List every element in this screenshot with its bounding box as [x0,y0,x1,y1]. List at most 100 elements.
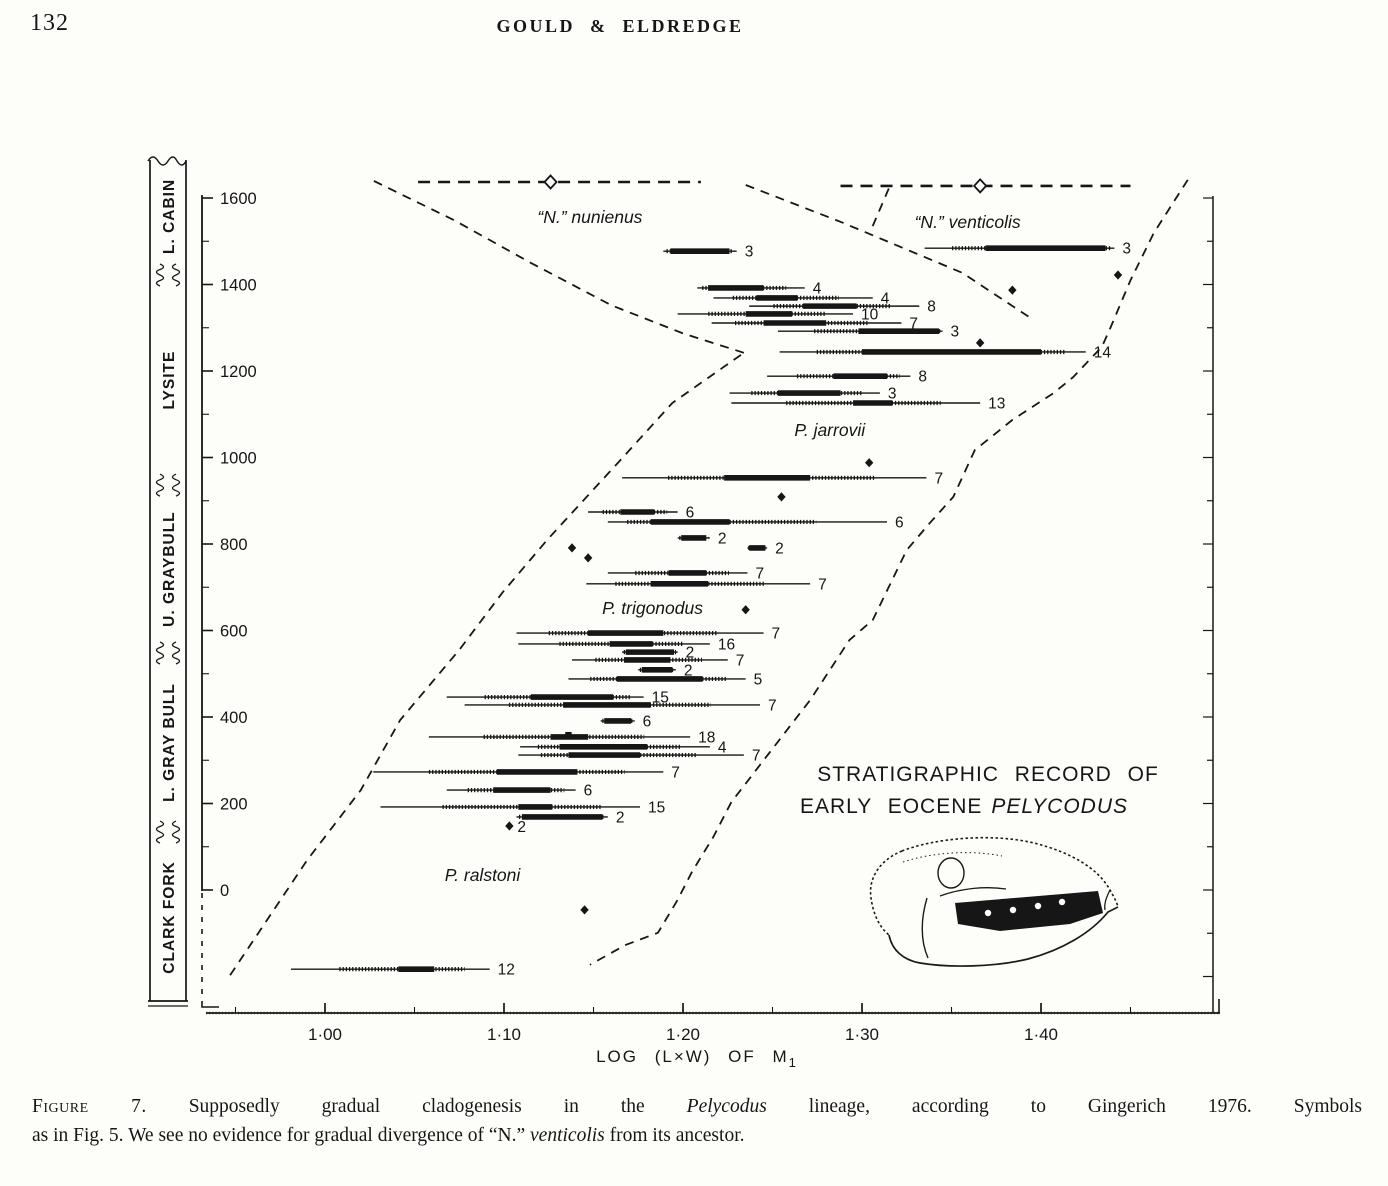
zone-label: L. CABIN [161,179,178,254]
y-axis-foot [201,1001,219,1008]
sample-count-label: 16 [718,636,735,653]
sample-count-label: 7 [671,764,680,781]
x-axis-title: LOG (L×W) OF M1 [596,1047,798,1070]
skull-tooth [1009,906,1017,914]
sample-count-label: 7 [736,652,745,669]
sample-count-label: 4 [881,290,890,307]
lineage-boundary-venticolis_left [871,188,890,227]
lineage-boundary-left_main [229,352,745,976]
sample-count-label: 7 [934,470,943,487]
single-specimen-diamond [583,553,593,563]
y-tick-label: 400 [220,709,248,727]
skull-tooth [984,909,992,917]
skull-stipple-line [902,852,1003,863]
sample-count-label: 7 [818,576,827,593]
y-tick-label: 800 [220,536,248,554]
lineage-boundary-venticolis_divider [745,184,1031,319]
sample-count-label: 6 [584,783,593,800]
sample-count-label: 8 [918,369,927,386]
zone-label: U. GRAYBULL [161,511,178,627]
single-specimen-diamond [864,458,874,468]
sample-count-label: 14 [1094,344,1112,361]
skull-tooth [1058,898,1066,906]
single-specimen-square [565,731,572,739]
sample-count-label: 13 [988,396,1005,413]
y-tick-label: 0 [220,882,229,900]
y-tick-label: 200 [220,796,248,814]
species-label: “N.” venticolis [915,212,1021,232]
sample-count-label: 6 [643,713,652,730]
sample-count-label: 4 [718,739,727,756]
sample-count-label: 12 [498,962,515,979]
single-specimen-diamond [741,605,750,615]
single-specimen-diamond [505,821,514,831]
sample-count-label: 6 [895,514,904,531]
y-tick-label: 1200 [220,363,257,381]
skull-tooth [1034,902,1042,910]
figure-7-chart: 0 200 400 600 800 1000 1200 1400 1600 1·00 1·10 1·2… [147,156,1220,1070]
single-specimen-diamond [1008,285,1017,295]
single-specimen-diamond [567,543,577,553]
species-label: “N.” nunienus [537,207,642,227]
sample-count-label: 2 [718,530,727,547]
zone-brace [171,473,181,497]
x-tick-label: 1·30 [845,1025,879,1044]
annotation-title-line1: STRATIGRAPHIC RECORD OF [817,763,1159,786]
chart-render-root: 0 200 400 600 800 1000 1200 1400 1600 1·00 1·10 1·2… [147,156,1220,1044]
y-tick-label: 1000 [220,450,257,468]
skull-tooth-row [955,891,1103,931]
x-tick-label: 1·00 [308,1025,342,1044]
lineage-boundary-right_main [589,179,1189,966]
sample-count-label: 2 [684,662,693,679]
sample-count-label: 6 [686,504,695,521]
zone-brace [155,263,165,287]
skull-zygomatic-arch [939,887,1007,897]
zone-brace [155,473,165,497]
sample-count-label: 7 [755,565,764,582]
sample-count-label: 8 [927,299,936,316]
skull-jaw-ramus [921,897,929,959]
y-tick-label: 600 [220,623,248,641]
species-label: P. jarrovii [794,420,866,440]
skull-occiput-outline [869,850,903,936]
zone-brace [171,263,181,287]
sample-count-label: 5 [754,671,763,688]
species-label: P. trigonodus [602,598,703,618]
zone-label: CLARK FORK [161,861,178,973]
sample-count-label: 3 [1122,241,1131,258]
single-specimen-diamond [777,492,786,502]
sample-count-label: 18 [698,729,715,746]
sample-count-label: 7 [909,315,918,332]
species-label: P. ralstoni [445,865,522,885]
page-number: 132 [30,10,69,36]
single-specimen-diamond [580,905,589,915]
sample-mean-open-diamond [543,174,558,190]
x-tick-label: 1·10 [487,1025,521,1044]
zone-label: LYSITE [161,351,178,410]
sample-count-label: 3 [888,386,897,403]
figure-caption: Figure 7. Supposedly gradual cladogenesi… [32,1092,1362,1151]
sample-count-label: 3 [951,324,960,341]
sample-count-label: 7 [768,697,777,714]
skull-snout [1104,889,1111,911]
figure-caption-line1: Figure 7. Supposedly gradual cladogenesi… [32,1096,1362,1117]
zone-label: L. GRAY BULL [161,683,178,802]
zone-column-top-wave [147,156,187,166]
single-specimen-diamond [975,338,985,348]
sample-count-label: 4 [813,280,822,297]
skull-orbit [937,857,965,889]
zone-brace [155,820,165,844]
single-specimen-diamond [1113,270,1123,280]
sample-count-label: 2 [686,645,695,662]
zone-brace [155,641,165,665]
running-head: GOULD & ELDREDGE [496,16,744,36]
sample-mean-open-diamond [972,178,988,194]
x-tick-label: 1·20 [666,1025,700,1044]
x-tick-label: 1·40 [1024,1025,1058,1044]
sample-count-label: 10 [861,306,879,323]
sample-count-label: 7 [752,748,761,765]
figure-caption-label: Figure 7. [32,1096,147,1117]
skull-lower-jaw [888,906,1119,967]
y-tick-label: 1600 [220,190,257,208]
